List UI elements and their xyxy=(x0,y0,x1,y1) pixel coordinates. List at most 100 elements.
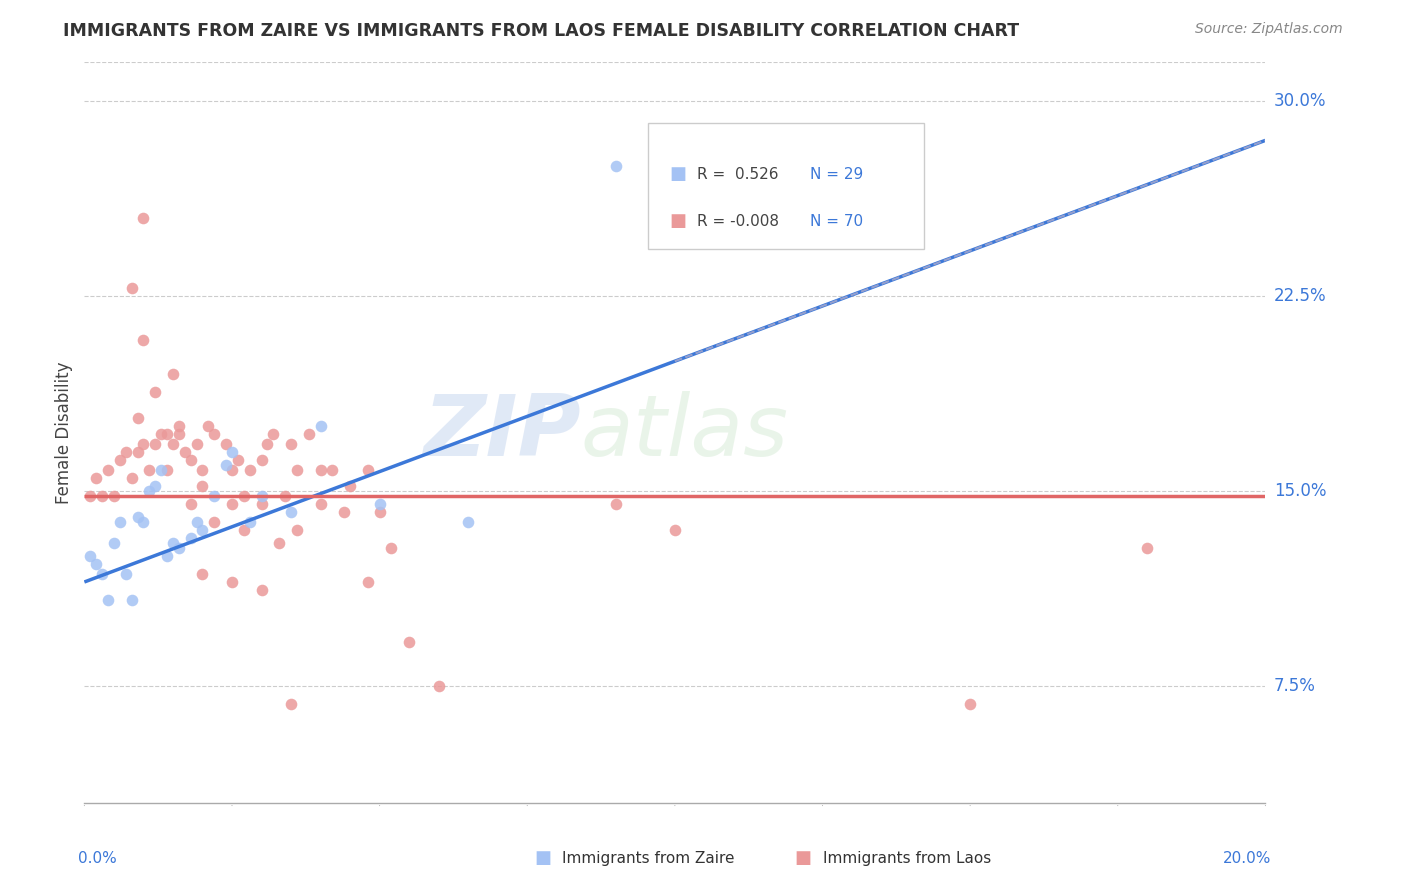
Text: R =  0.526: R = 0.526 xyxy=(697,167,779,182)
Point xyxy=(274,489,297,503)
Point xyxy=(605,159,627,173)
Point xyxy=(167,419,190,434)
Text: 15.0%: 15.0% xyxy=(1274,482,1326,500)
Point xyxy=(150,426,173,441)
Point xyxy=(605,497,627,511)
Point xyxy=(132,437,155,451)
Text: 30.0%: 30.0% xyxy=(1274,93,1326,111)
Text: Immigrants from Zaire: Immigrants from Zaire xyxy=(562,851,735,865)
Text: ■: ■ xyxy=(794,849,811,867)
Point xyxy=(132,211,155,226)
Point xyxy=(167,426,190,441)
Text: ZIP: ZIP xyxy=(423,391,581,475)
Point xyxy=(232,489,254,503)
Point xyxy=(202,515,225,529)
Point xyxy=(398,634,420,648)
Point xyxy=(959,697,981,711)
Point xyxy=(127,510,149,524)
Point xyxy=(1136,541,1159,556)
Point xyxy=(309,463,332,477)
Point xyxy=(84,471,107,485)
Point xyxy=(191,567,214,582)
Point xyxy=(202,426,225,441)
Point xyxy=(215,458,238,472)
Text: Immigrants from Laos: Immigrants from Laos xyxy=(823,851,991,865)
Text: N = 29: N = 29 xyxy=(810,167,863,182)
Point xyxy=(143,479,166,493)
Point xyxy=(191,463,214,477)
Y-axis label: Female Disability: Female Disability xyxy=(55,361,73,504)
Point xyxy=(221,574,243,589)
Point xyxy=(97,593,120,607)
Point xyxy=(167,541,190,556)
Text: 22.5%: 22.5% xyxy=(1274,287,1326,305)
Text: Source: ZipAtlas.com: Source: ZipAtlas.com xyxy=(1195,22,1343,37)
Point xyxy=(285,463,308,477)
Point xyxy=(138,484,160,499)
Point xyxy=(221,463,243,477)
Point xyxy=(114,445,136,459)
Point xyxy=(285,523,308,537)
Point xyxy=(156,426,179,441)
Point xyxy=(103,489,125,503)
Point xyxy=(180,531,202,545)
Point xyxy=(191,523,214,537)
Point xyxy=(309,419,332,434)
Point xyxy=(221,497,243,511)
Point xyxy=(91,489,114,503)
Point xyxy=(280,697,302,711)
Point xyxy=(127,445,149,459)
Point xyxy=(269,536,291,550)
Point xyxy=(162,536,184,550)
Text: ■: ■ xyxy=(669,212,686,230)
Point xyxy=(84,557,107,571)
Point xyxy=(357,574,380,589)
Point xyxy=(280,437,302,451)
Point xyxy=(262,426,284,441)
Text: ■: ■ xyxy=(534,849,551,867)
Point xyxy=(202,489,225,503)
Point xyxy=(280,505,302,519)
Point xyxy=(427,679,450,693)
Point xyxy=(226,453,249,467)
Point xyxy=(138,463,160,477)
Point xyxy=(333,505,356,519)
Point xyxy=(321,463,343,477)
Point xyxy=(309,497,332,511)
Point xyxy=(156,549,179,563)
Point xyxy=(191,479,214,493)
Point xyxy=(162,367,184,381)
Point xyxy=(457,515,479,529)
Point xyxy=(108,453,131,467)
Text: 20.0%: 20.0% xyxy=(1223,851,1271,866)
Point xyxy=(162,437,184,451)
Point xyxy=(132,334,155,348)
Point xyxy=(173,445,195,459)
Point xyxy=(380,541,402,556)
Point xyxy=(250,582,273,597)
Point xyxy=(368,505,391,519)
Point xyxy=(91,567,114,582)
Point xyxy=(215,437,238,451)
Point xyxy=(143,385,166,400)
Point xyxy=(664,523,686,537)
Point xyxy=(121,281,143,295)
Point xyxy=(197,419,219,434)
Point xyxy=(103,536,125,550)
Point xyxy=(108,515,131,529)
Point xyxy=(114,567,136,582)
Point xyxy=(221,445,243,459)
Point xyxy=(239,463,262,477)
Point xyxy=(132,515,155,529)
Point xyxy=(180,453,202,467)
Point xyxy=(143,437,166,451)
Point xyxy=(121,471,143,485)
Point xyxy=(97,463,120,477)
Point xyxy=(298,426,321,441)
Text: N = 70: N = 70 xyxy=(810,213,863,228)
Point xyxy=(79,549,101,563)
Text: atlas: atlas xyxy=(581,391,789,475)
Text: 0.0%: 0.0% xyxy=(79,851,117,866)
Point xyxy=(339,479,361,493)
Point xyxy=(121,593,143,607)
